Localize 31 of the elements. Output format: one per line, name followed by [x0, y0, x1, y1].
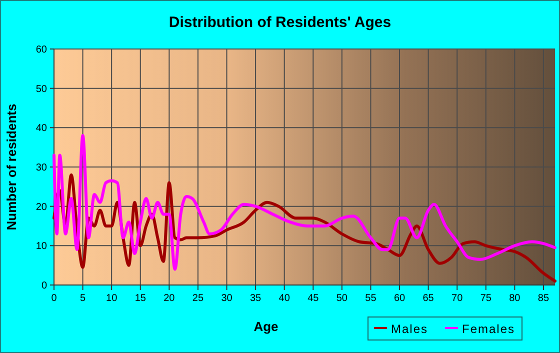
y-tick-label: 50	[36, 84, 48, 95]
x-tick-label: 10	[106, 293, 118, 304]
y-tick-label: 0	[41, 280, 48, 292]
legend-label: Males	[391, 322, 428, 336]
x-tick-label: 30	[221, 293, 233, 304]
x-tick-label: 70	[452, 293, 464, 304]
x-tick-label: 35	[250, 293, 262, 304]
x-tick-label: 65	[422, 293, 434, 304]
x-tick-label: 20	[164, 293, 176, 304]
x-tick-label: 25	[192, 293, 204, 304]
x-tick-label: 45	[308, 293, 320, 304]
line-series	[52, 134, 556, 271]
y-tick-label: 20	[36, 202, 48, 213]
x-tick-label: 15	[134, 293, 146, 304]
x-tick-label: 5	[80, 293, 86, 304]
x-tick-label: 60	[394, 293, 406, 304]
legend-label: Females	[462, 322, 516, 336]
x-tick-label: 75	[480, 293, 492, 304]
y-axis-title: Number of residents	[4, 104, 19, 230]
y-tick-label: 10	[36, 241, 48, 252]
x-tick-label: 85	[538, 293, 550, 304]
chart-title: Distribution of Residents' Ages	[168, 14, 392, 31]
y-tick-label: 30	[36, 162, 48, 174]
x-tick-label: 55	[365, 293, 377, 304]
x-tick-label: 0	[51, 293, 58, 304]
x-tick-label: 40	[278, 293, 290, 304]
x-tick-label: 80	[509, 293, 521, 304]
y-tick-label: 60	[36, 44, 48, 56]
y-tick-label: 40	[36, 123, 48, 134]
x-axis-title: Age	[254, 319, 278, 334]
x-tick-label: 50	[336, 293, 348, 304]
